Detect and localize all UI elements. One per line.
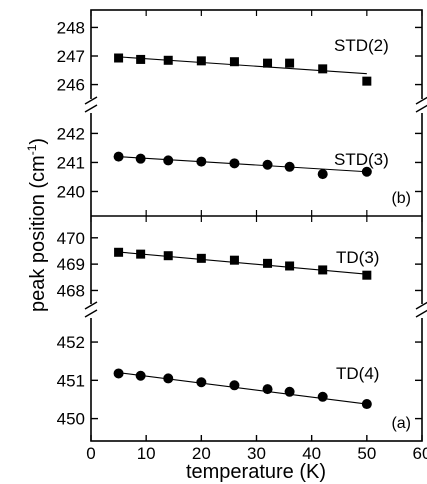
data-point-circle bbox=[113, 151, 124, 162]
axis-breaks bbox=[84, 96, 427, 318]
y-tick-label: 450 bbox=[57, 410, 85, 429]
data-point-square bbox=[163, 251, 173, 261]
x-tick-label: 20 bbox=[192, 444, 211, 463]
y-tick-label: 451 bbox=[57, 371, 85, 390]
data-point-circle bbox=[361, 166, 372, 177]
y-tick-label: 248 bbox=[57, 18, 85, 37]
axis-break-mark bbox=[84, 104, 98, 113]
data-point-square bbox=[229, 255, 239, 265]
x-tick-label: 30 bbox=[247, 444, 266, 463]
data-point-circle bbox=[361, 399, 372, 410]
data-point-circle bbox=[284, 161, 295, 172]
y-tick-label: 452 bbox=[57, 333, 85, 352]
panels: 246247248STD(2)240241242STD(3)(b)4684694… bbox=[57, 18, 422, 432]
data-point-square bbox=[318, 64, 328, 74]
fit-line bbox=[118, 56, 367, 75]
axis-break-mark bbox=[84, 309, 98, 318]
data-point-circle bbox=[317, 391, 328, 402]
data-point-circle bbox=[196, 156, 207, 167]
series-label: TD(3) bbox=[336, 248, 379, 267]
data-point-circle bbox=[135, 153, 146, 164]
data-point-square bbox=[196, 56, 206, 66]
data-point-circle bbox=[163, 373, 174, 384]
data-point-circle bbox=[284, 386, 295, 397]
data-point-square bbox=[114, 53, 124, 63]
x-tick-label: 50 bbox=[357, 444, 376, 463]
axis-break-gap bbox=[416, 99, 427, 113]
y-tick-label: 241 bbox=[57, 153, 85, 172]
data-point-square bbox=[285, 261, 295, 271]
axis-break-gap bbox=[416, 304, 427, 318]
panel: 246 247 248 STD(2) 240 241 242 STD(3) (b) bbox=[57, 18, 422, 207]
y-axis-title: peak position (cm-1) bbox=[25, 138, 49, 312]
data-point-square bbox=[285, 58, 295, 68]
panel-label: (a) bbox=[391, 415, 411, 432]
axis-break-mark bbox=[415, 301, 427, 310]
data-point-square bbox=[263, 58, 273, 68]
y-axis-title-text: peak position (cm bbox=[27, 155, 49, 312]
data-point-circle bbox=[317, 169, 328, 180]
data-point-square bbox=[263, 258, 273, 268]
axis-break-mark bbox=[415, 309, 427, 318]
x-tick-label: 60 bbox=[413, 444, 427, 463]
axis-break-mark bbox=[415, 104, 427, 113]
panel-segment: 240 241 242 STD(3) bbox=[57, 124, 422, 201]
y-axis-title-superscript: -1 bbox=[25, 144, 39, 155]
y-tick-label: 240 bbox=[57, 182, 85, 201]
panel-segment: 468 469 470 TD(3) bbox=[57, 229, 422, 300]
data-point-square bbox=[229, 57, 239, 67]
axis-break-mark bbox=[84, 301, 98, 310]
axis-break-mark bbox=[84, 96, 98, 105]
data-point-square bbox=[136, 54, 146, 64]
y-axis-title-close: ) bbox=[27, 138, 49, 145]
fit-line bbox=[118, 156, 367, 173]
y-tick-label: 469 bbox=[57, 255, 85, 274]
data-point-circle bbox=[262, 159, 273, 170]
data-point-circle bbox=[163, 155, 174, 166]
series-label: STD(2) bbox=[334, 36, 389, 55]
panel-segment: 450 451 452 TD(4) bbox=[57, 333, 422, 429]
y-tick-label: 247 bbox=[57, 47, 85, 66]
series-label: TD(4) bbox=[336, 364, 379, 383]
data-point-square bbox=[163, 55, 173, 65]
series-label: STD(3) bbox=[334, 150, 389, 169]
panel: 468 469 470 TD(3) 450 451 452 TD(4) (a) bbox=[57, 229, 422, 432]
data-point-square bbox=[196, 253, 206, 263]
x-axis-title: temperature (K) bbox=[186, 461, 326, 483]
x-axis: 0 10 20 30 40 50 60 bbox=[86, 10, 427, 463]
data-point-square bbox=[136, 249, 146, 259]
fit-line bbox=[118, 372, 367, 405]
y-tick-label: 468 bbox=[57, 281, 85, 300]
data-point-circle bbox=[196, 377, 207, 388]
data-point-circle bbox=[135, 370, 146, 381]
panel-label: (b) bbox=[391, 190, 411, 207]
x-tick-label: 0 bbox=[86, 444, 95, 463]
axis-break-mark bbox=[415, 96, 427, 105]
data-point-square bbox=[318, 265, 328, 275]
data-point-circle bbox=[229, 158, 240, 169]
data-point-square bbox=[362, 76, 372, 86]
data-point-circle bbox=[262, 384, 273, 395]
y-tick-label: 242 bbox=[57, 124, 85, 143]
data-point-square bbox=[114, 247, 124, 257]
data-point-circle bbox=[113, 368, 124, 379]
y-tick-label: 470 bbox=[57, 229, 85, 248]
panel-segment: 246 247 248 STD(2) bbox=[57, 18, 422, 95]
y-tick-label: 246 bbox=[57, 76, 85, 95]
x-tick-label: 40 bbox=[302, 444, 321, 463]
data-point-square bbox=[362, 270, 372, 280]
fit-line bbox=[118, 251, 367, 275]
x-tick-label: 10 bbox=[137, 444, 156, 463]
data-point-circle bbox=[229, 380, 240, 391]
